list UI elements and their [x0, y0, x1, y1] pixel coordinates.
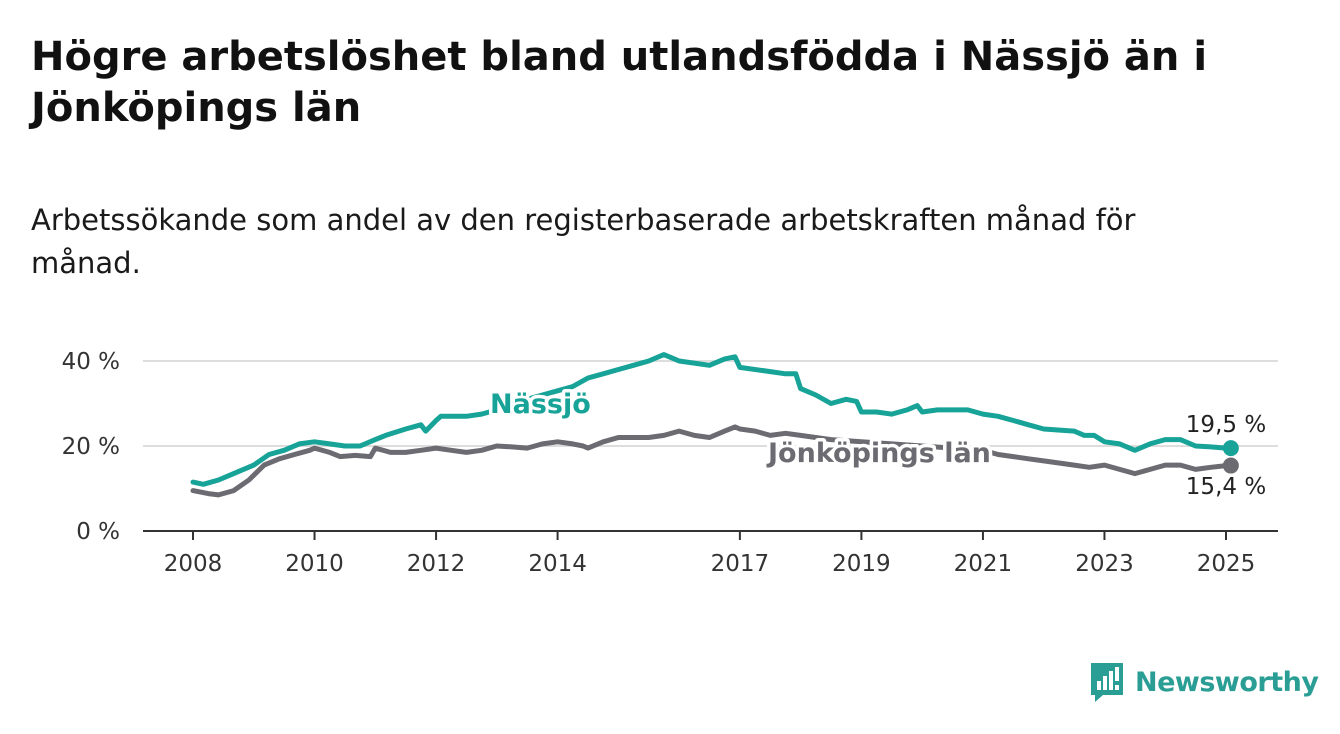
- y-tick-label: 0 %: [76, 519, 120, 545]
- series-line: [190, 424, 1234, 498]
- x-tick-label: 2012: [407, 551, 466, 577]
- chart-subtitle: Arbetssökande som andel av den registerb…: [31, 203, 1136, 280]
- end-value-label: 19,5 %: [1186, 412, 1266, 438]
- x-tick-label: 2021: [954, 551, 1013, 577]
- gridlines: [143, 360, 1278, 447]
- series-labels: Nässjö Jönköpings län 19,5 % 15,4 %: [487, 386, 1267, 501]
- x-tick-label: 2025: [1197, 551, 1256, 577]
- newsworthy-bar-chart-icon: [1091, 663, 1123, 702]
- x-tick-label: 2023: [1075, 551, 1134, 577]
- x-tick-label: 2017: [711, 551, 770, 577]
- x-tick-label: 2010: [285, 551, 344, 577]
- brand-name: Newsworthy: [1135, 666, 1319, 698]
- x-axis-ticks: 2008 2010 2012 2014 2017 2019 2021 2023 2025: [164, 531, 1256, 577]
- series-end-dot: [1222, 440, 1239, 457]
- newsworthy-logo: Newsworthy: [1089, 660, 1319, 704]
- y-axis-ticks: 0 % 20 % 40 %: [62, 349, 120, 545]
- series-lines: [190, 352, 1239, 498]
- series-end-dot: [1222, 457, 1239, 474]
- x-tick-label: 2008: [164, 551, 223, 577]
- series-name-label: Nässjö: [490, 389, 591, 420]
- series-line: [190, 352, 1234, 487]
- x-tick-label: 2014: [528, 551, 587, 577]
- end-value-label: 15,4 %: [1186, 474, 1266, 500]
- x-tick-label: 2019: [832, 551, 891, 577]
- series-name-label: Jönköpings län: [766, 438, 991, 469]
- y-tick-label: 20 %: [62, 434, 120, 460]
- chart-title: Högre arbetslöshet bland utlandsfödda i …: [31, 34, 1208, 131]
- y-tick-label: 40 %: [62, 349, 120, 375]
